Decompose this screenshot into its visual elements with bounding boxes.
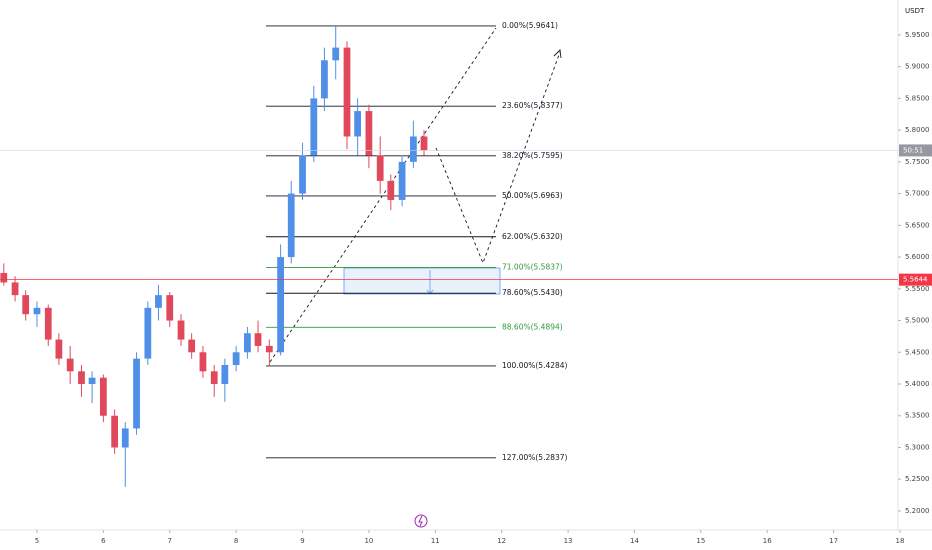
x-tick-label: 18: [896, 537, 905, 545]
y-tick-label: 5.5500: [905, 285, 930, 293]
y-tick-label: 5.3000: [905, 443, 930, 451]
candle-body: [365, 111, 373, 156]
candle-body: [44, 307, 52, 340]
candle-body: [166, 295, 174, 321]
y-tick-label: 5.6500: [905, 221, 930, 229]
candle-body: [221, 364, 229, 385]
x-tick-label: 10: [364, 537, 373, 545]
candle-body: [33, 307, 41, 315]
y-tick-label: 5.2000: [905, 507, 930, 515]
fib-label: 0.00%(5.9641): [502, 21, 558, 30]
candle-body: [398, 161, 406, 200]
candle-body: [155, 295, 162, 308]
y-tick-label: 5.5000: [905, 317, 930, 325]
candle-body: [232, 352, 240, 365]
candle-body: [121, 428, 129, 448]
y-tick-label: 5.8500: [905, 94, 930, 102]
fib-label: 127.00%(5.2837): [502, 453, 568, 462]
fib-label: 88.60%(5.4894): [502, 322, 563, 331]
x-tick-label: 14: [630, 537, 639, 545]
candle-body: [265, 345, 273, 353]
price-badge-label: 5.5644: [903, 276, 928, 284]
x-tick-label: 15: [696, 537, 705, 545]
x-tick-label: 16: [763, 537, 772, 545]
candle-body: [354, 111, 362, 137]
event-icon[interactable]: [414, 514, 428, 528]
fib-label: 38.20%(5.7595): [502, 151, 563, 160]
candle-body: [299, 155, 306, 194]
countdown-badge: [899, 144, 932, 157]
candle-body: [376, 155, 384, 181]
candle-body: [199, 352, 207, 372]
y-tick-label: 5.4000: [905, 380, 930, 388]
y-tick-label: 5.2500: [905, 475, 930, 483]
y-tick-label: 5.7500: [905, 158, 930, 166]
y-tick-label: 5.4500: [905, 348, 930, 356]
position-box: [343, 267, 501, 295]
y-tick-label: 5.9500: [905, 31, 930, 39]
event-icon-bolt: [418, 515, 423, 527]
y-tick-label: 5.3500: [905, 412, 930, 420]
candle-body: [254, 333, 262, 346]
candle-body: [0, 272, 8, 283]
x-tick-label: 13: [564, 537, 573, 545]
fib-label: 71.00%(5.5837): [502, 262, 563, 271]
y-tick-label: 5.7000: [905, 190, 930, 198]
candle-body: [177, 320, 185, 340]
x-tick-label: 5: [35, 537, 39, 545]
candle-body: [343, 47, 351, 137]
candle-body: [321, 60, 328, 99]
fib-label: 78.60%(5.5430): [502, 288, 563, 297]
candle-body: [111, 415, 119, 448]
y-tick-label: 5.8000: [905, 126, 930, 134]
candle-body: [11, 282, 19, 296]
candle-body: [332, 47, 340, 61]
x-tick-label: 11: [431, 537, 440, 545]
fib-label: 50.00%(5.6963): [502, 191, 563, 200]
x-tick-label: 12: [497, 537, 506, 545]
y-tick-label: 5.6000: [905, 253, 930, 261]
price-badge: [899, 273, 932, 286]
candle-body: [409, 136, 417, 162]
candle-body: [420, 136, 428, 151]
candle-body: [66, 358, 74, 372]
candle-body: [144, 307, 152, 359]
fib-label: 62.00%(5.6320): [502, 232, 563, 241]
x-tick-label: 6: [101, 537, 106, 545]
x-tick-label: 8: [234, 537, 238, 545]
y-tick-label: 5.9000: [905, 63, 930, 71]
candle-body: [210, 371, 218, 385]
candle-body: [55, 339, 63, 359]
candle-body: [188, 339, 196, 353]
candle-body: [244, 333, 251, 353]
position-arrow-head: [426, 289, 434, 295]
x-tick-label: 7: [168, 537, 172, 545]
candle-body: [287, 193, 295, 258]
candle-body: [133, 358, 140, 429]
fib-label: 100.00%(5.4284): [502, 361, 568, 370]
candle-body: [78, 371, 85, 385]
candle-body: [277, 257, 284, 353]
fib-label: 23.60%(5.8377): [502, 101, 563, 110]
candle-body: [310, 98, 318, 156]
candle-body: [22, 295, 30, 315]
candle-body: [88, 377, 96, 385]
x-tick-label: 17: [829, 537, 838, 545]
axis-unit: USDT: [905, 7, 925, 15]
candle-body: [99, 377, 107, 416]
x-tick-label: 9: [300, 537, 304, 545]
countdown-label: 50:51: [903, 146, 923, 154]
trend-path: [269, 27, 497, 363]
candle-body: [387, 180, 395, 200]
projection-arrow-head: [553, 49, 562, 59]
